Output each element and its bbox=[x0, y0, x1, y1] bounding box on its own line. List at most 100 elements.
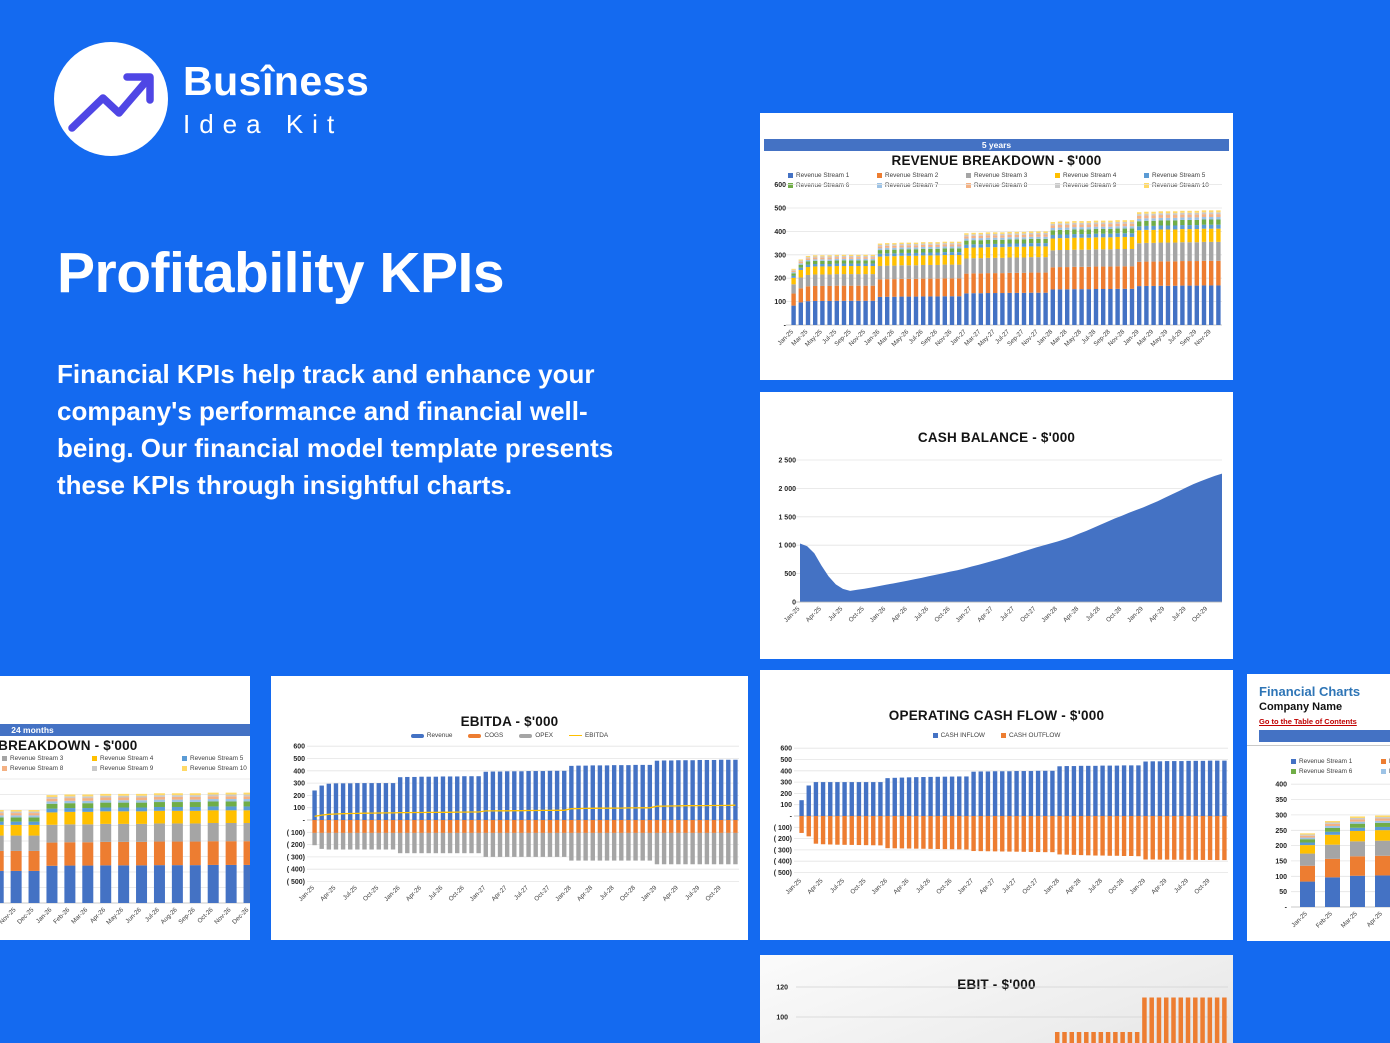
svg-text:( 300): ( 300) bbox=[287, 854, 305, 861]
panel-revenue-breakdown-5y: 5 years REVENUE BREAKDOWN - $'000 Revenu… bbox=[760, 113, 1233, 380]
legend-marker-icon bbox=[877, 183, 882, 188]
stacked-bars bbox=[1300, 815, 1390, 907]
page-title: Profitability KPIs bbox=[57, 241, 505, 305]
panel-cash-balance: CASH BALANCE - $'000 2 500 2 000 1 500 1 00… bbox=[760, 392, 1233, 659]
x-axis-labels: Jan-25 Apr-25 Jul-25 Oct-25 Jan-26 Apr-26 Jul-… bbox=[784, 877, 1211, 896]
brand-name-line2: Idea Kit bbox=[183, 109, 344, 139]
legend-label: COGS bbox=[484, 732, 504, 739]
revenue-breakdown-24m-plot: 40035030025020015010050-Jan-25Feb-25Mar-… bbox=[0, 778, 250, 926]
legend-marker-icon bbox=[1144, 173, 1149, 178]
svg-text:Oct-26: Oct-26 bbox=[935, 877, 954, 896]
y-axis-labels: 600 500 400 300 200 100 - ( 100) ( 200) ( 300) ( 4… bbox=[287, 744, 306, 886]
svg-text:Apr-25: Apr-25 bbox=[319, 884, 338, 903]
legend-item: EBITDA bbox=[569, 732, 608, 739]
svg-text:400: 400 bbox=[774, 229, 786, 236]
svg-text:500: 500 bbox=[293, 756, 305, 763]
svg-text:Jan-28: Jan-28 bbox=[1042, 877, 1061, 896]
svg-text:Oct-25: Oct-25 bbox=[362, 884, 381, 903]
legend-item: Revenue Stream 7 bbox=[877, 182, 966, 189]
legend-marker-icon bbox=[569, 734, 583, 737]
legend-marker-icon bbox=[92, 766, 97, 771]
legend-label: Revenue Stream 10 bbox=[1152, 182, 1209, 189]
svg-text:Oct-28: Oct-28 bbox=[619, 884, 638, 903]
chart-title-ebitda: EBITDA - $'000 bbox=[460, 714, 559, 729]
svg-text:Oct-27: Oct-27 bbox=[533, 884, 552, 903]
svg-text:Jan-26: Jan-26 bbox=[35, 906, 54, 925]
ebitda-line bbox=[314, 804, 736, 817]
sheet-divider bbox=[1247, 745, 1390, 746]
svg-text:Apr-29: Apr-29 bbox=[1150, 877, 1169, 896]
svg-text:( 200): ( 200) bbox=[774, 836, 792, 843]
svg-text:( 500): ( 500) bbox=[774, 870, 792, 877]
chart-title-ebit: EBIT - $'000 bbox=[957, 977, 1036, 992]
svg-text:-: - bbox=[790, 814, 793, 821]
y-axis-labels: 600 500 400 300 200 100 - ( 100) ( 200) ( 300) ( 4… bbox=[774, 746, 793, 877]
svg-text:Apr-29: Apr-29 bbox=[661, 884, 680, 903]
legend-label: Revenue Stream 7 bbox=[885, 182, 939, 189]
svg-text:Jul-27: Jul-27 bbox=[1001, 877, 1018, 894]
svg-text:100: 100 bbox=[293, 805, 305, 812]
operating-cash-flow-plot: 600 500 400 300 200 100 - ( 100) ( 200) ( 300) ( 4… bbox=[774, 746, 1228, 896]
legend-label: Revenue Stream 3 bbox=[974, 172, 1028, 179]
x-axis-labels: Jan-25Feb-25Mar-25Apr-25May-25Jun-25Jul-… bbox=[0, 906, 250, 926]
svg-text:100: 100 bbox=[774, 299, 786, 306]
chart-legend: Revenue COGS OPEX EBITDA bbox=[271, 732, 748, 739]
legend-item: Revenue Stream 4 bbox=[92, 755, 182, 762]
brand-logo bbox=[52, 40, 170, 158]
brand-name-line1: Busîness bbox=[183, 58, 370, 104]
svg-text:200: 200 bbox=[780, 791, 792, 798]
svg-text:Jan-26: Jan-26 bbox=[870, 877, 889, 896]
ebit-bars bbox=[1054, 997, 1227, 1043]
svg-text:Oct-26: Oct-26 bbox=[447, 884, 466, 903]
svg-text:( 100): ( 100) bbox=[774, 825, 792, 832]
chart-title-cash-balance: CASH BALANCE - $'000 bbox=[917, 430, 1076, 445]
x-axis-labels: Jan-25Mar-25May-25Jul-25Sep-25Nov-25Jan-… bbox=[776, 328, 1213, 348]
svg-text:150: 150 bbox=[1275, 858, 1287, 865]
legend-marker-icon bbox=[1291, 769, 1296, 774]
legend-marker-icon bbox=[468, 733, 482, 738]
legend-label: EBITDA bbox=[585, 732, 609, 739]
legend-item: Revenue Stream 5 bbox=[1144, 172, 1233, 179]
legend-item: COGS bbox=[468, 732, 503, 739]
x-axis-labels: Jan-25 Apr-25 Jul-25 Oct-25 Jan-26 Apr-26 Jul-… bbox=[783, 605, 1210, 624]
table-of-contents-link[interactable]: Go to the Table of Contents bbox=[1259, 717, 1357, 726]
svg-text:200: 200 bbox=[774, 276, 786, 283]
y-axis-labels: 2 500 2 000 1 500 1 000 500 0 bbox=[778, 458, 796, 607]
chart-legend: CASH INFLOW CASH OUTFLOW bbox=[760, 732, 1233, 739]
svg-text:200: 200 bbox=[1275, 843, 1287, 850]
svg-text:Apr-28: Apr-28 bbox=[1064, 877, 1083, 896]
svg-text:400: 400 bbox=[293, 768, 305, 775]
svg-text:Apr-26: Apr-26 bbox=[405, 884, 424, 903]
legend-label: CASH OUTFLOW bbox=[1008, 732, 1061, 739]
svg-text:Jan-25: Jan-25 bbox=[1290, 910, 1309, 929]
legend-label: Revenue Stream 6 bbox=[796, 182, 850, 189]
legend-item: Revenue Stream 3 bbox=[966, 172, 1055, 179]
svg-text:Oct-25: Oct-25 bbox=[849, 877, 868, 896]
legend-label: Revenue Stream 9 bbox=[100, 765, 154, 772]
svg-text:Jul-28: Jul-28 bbox=[599, 884, 616, 901]
period-tab-bar bbox=[1259, 730, 1390, 742]
legend-marker-icon bbox=[966, 183, 971, 188]
svg-text:Jan-27: Jan-27 bbox=[955, 605, 974, 624]
svg-text:600: 600 bbox=[293, 744, 305, 751]
legend-label: Revenue Stream 10 bbox=[190, 765, 247, 772]
svg-text:( 500): ( 500) bbox=[287, 879, 305, 886]
y-axis-labels: 400 350 300 250 200 150 100 50 - bbox=[1275, 782, 1287, 912]
logo-icon bbox=[54, 42, 168, 156]
svg-text:Oct-26: Oct-26 bbox=[933, 605, 952, 624]
panel-revenue-breakdown-24m-clip: 24 months REVENUE BREAKDOWN - $'000 Reve… bbox=[0, 676, 250, 940]
legend-item: Revenue Stream 10 bbox=[182, 765, 250, 772]
legend-item: Revenue Stream 8 bbox=[966, 182, 1055, 189]
svg-text:1 500: 1 500 bbox=[778, 514, 796, 521]
svg-text:Jul-27: Jul-27 bbox=[999, 605, 1016, 622]
trend-arrow-icon bbox=[68, 74, 153, 132]
svg-text:Jul-25: Jul-25 bbox=[827, 605, 844, 622]
svg-text:Jan-25: Jan-25 bbox=[784, 877, 803, 896]
svg-text:Apr-29: Apr-29 bbox=[1148, 605, 1167, 624]
legend-marker-icon bbox=[1144, 183, 1149, 188]
legend-marker-icon bbox=[966, 173, 971, 178]
svg-text:Aug-26: Aug-26 bbox=[160, 906, 180, 926]
svg-text:Jan-26: Jan-26 bbox=[869, 605, 888, 624]
legend-label: Revenue Stream 4 bbox=[100, 755, 154, 762]
